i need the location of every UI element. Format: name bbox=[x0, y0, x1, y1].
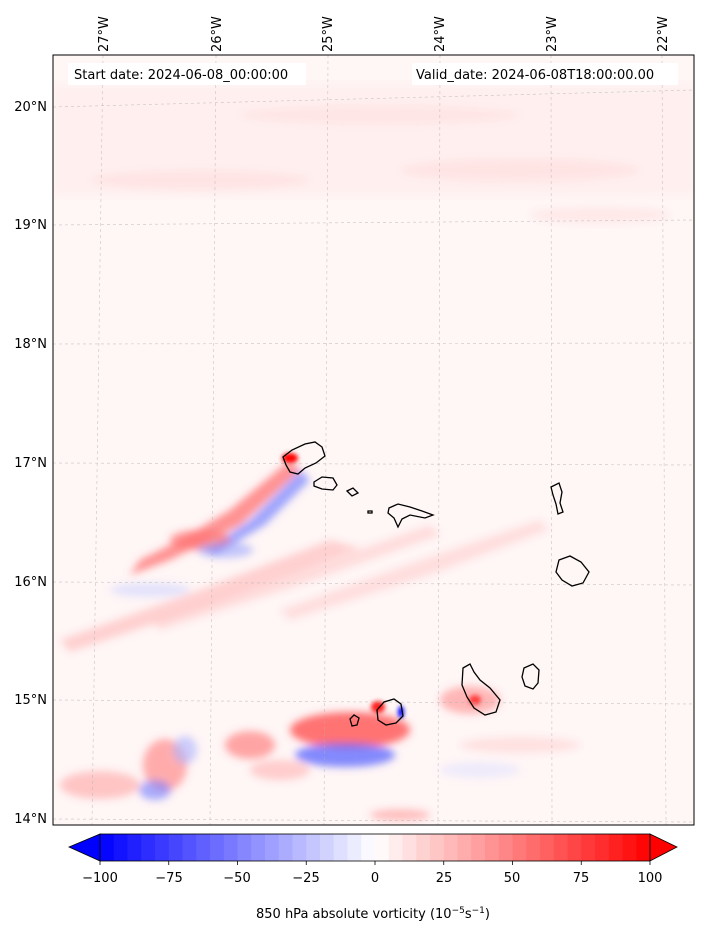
colorbar-cell bbox=[443, 834, 458, 861]
colorbar-cell bbox=[595, 834, 610, 861]
map-frame bbox=[52, 54, 695, 826]
cbar-tick-label: 100 bbox=[638, 871, 663, 886]
colorbar-cell bbox=[306, 834, 321, 861]
latitude-labels: 20°N 19°N 18°N 17°N 16°N 15°N 14°N bbox=[14, 100, 47, 827]
colorbar-cell bbox=[512, 834, 527, 861]
colorbar-cells bbox=[100, 834, 651, 861]
colorbar-cell bbox=[223, 834, 238, 861]
colorbar-cell bbox=[402, 834, 417, 861]
map-panel bbox=[53, 55, 694, 825]
lon-label-25w: 25°W bbox=[321, 16, 336, 52]
lon-label-27w: 27°W bbox=[97, 16, 112, 52]
island-boa-vista bbox=[555, 555, 590, 587]
colorbar-min-extend bbox=[67, 833, 101, 862]
colorbar-cell bbox=[196, 834, 211, 861]
lon-label-22w: 22°W bbox=[656, 16, 671, 52]
lat-label-17n: 17°N bbox=[14, 456, 47, 471]
colorbar-cell bbox=[457, 834, 472, 861]
cbar-tick-label: 75 bbox=[573, 871, 590, 886]
cbar-tick-label: −50 bbox=[223, 871, 250, 886]
colorbar-cell bbox=[210, 834, 225, 861]
colorbar-cell bbox=[182, 834, 197, 861]
colorbar-cell bbox=[251, 834, 266, 861]
lat-label-15n: 15°N bbox=[14, 693, 47, 708]
island-santo-antao bbox=[282, 441, 326, 475]
colorbar-cell bbox=[347, 834, 362, 861]
lon-label-26w: 26°W bbox=[210, 16, 225, 52]
cbar-tick-label: −100 bbox=[82, 871, 118, 886]
colorbar-cell bbox=[608, 834, 623, 861]
colorbar-cell bbox=[526, 834, 541, 861]
colorbar-cell bbox=[127, 834, 142, 861]
cbar-tick-label: −75 bbox=[155, 871, 182, 886]
colorbar-cell bbox=[540, 834, 555, 861]
cbar-tick-label: 25 bbox=[436, 871, 453, 886]
colorbar-cell bbox=[416, 834, 431, 861]
colorbar-cell bbox=[567, 834, 582, 861]
colorbar-cell bbox=[333, 834, 348, 861]
colorbar-max-extend bbox=[649, 833, 678, 862]
colorbar-cell bbox=[100, 834, 115, 861]
colorbar-cell bbox=[113, 834, 128, 861]
gridlines bbox=[53, 55, 694, 825]
header-bar: Start date: 2024-06-08_00:00:00 Valid_da… bbox=[68, 63, 678, 85]
colorbar-cell bbox=[581, 834, 596, 861]
colorbar-cell bbox=[498, 834, 513, 861]
longitude-labels: 27°W 26°W 25°W 24°W 23°W 22°W bbox=[97, 16, 671, 52]
colorbar-cell bbox=[237, 834, 252, 861]
lat-label-19n: 19°N bbox=[14, 218, 47, 233]
island-sao-vicente bbox=[313, 476, 338, 491]
colorbar-cell bbox=[388, 834, 403, 861]
lat-label-14n: 14°N bbox=[14, 812, 47, 827]
colorbar-cell bbox=[265, 834, 280, 861]
lon-label-23w: 23°W bbox=[545, 16, 560, 52]
cbar-tick-label: 0 bbox=[371, 871, 379, 886]
colorbar-cell bbox=[361, 834, 376, 861]
island-sal bbox=[550, 482, 564, 515]
island-fogo bbox=[376, 698, 404, 726]
colorbar-cell bbox=[553, 834, 568, 861]
colorbar-cell bbox=[320, 834, 335, 861]
colorbar-cell bbox=[375, 834, 390, 861]
colorbar-ticks bbox=[99, 861, 651, 865]
island-raso bbox=[367, 510, 373, 514]
colorbar-tick-labels: −100 −75 −50 −25 0 25 50 75 100 bbox=[82, 871, 662, 886]
colorbar: −100 −75 −50 −25 0 25 50 75 100 850 hPa … bbox=[67, 833, 678, 922]
lat-label-20n: 20°N bbox=[14, 100, 47, 115]
lat-label-16n: 16°N bbox=[14, 575, 47, 590]
colorbar-cell bbox=[168, 834, 183, 861]
lon-label-24w: 24°W bbox=[433, 16, 448, 52]
colorbar-cell bbox=[292, 834, 307, 861]
start-date-label: Start date: 2024-06-08_00:00:00 bbox=[74, 68, 288, 83]
cbar-tick-label: −25 bbox=[292, 871, 319, 886]
colorbar-label: 850 hPa absolute vorticity (10−5s−1) bbox=[256, 906, 490, 922]
island-santiago bbox=[461, 663, 501, 716]
cbar-tick-label: 50 bbox=[504, 871, 521, 886]
colorbar-cell bbox=[485, 834, 500, 861]
valid-date-label: Valid_date: 2024-06-08T18:00:00.00 bbox=[416, 68, 654, 83]
colorbar-cell bbox=[471, 834, 486, 861]
colorbar-cell bbox=[622, 834, 637, 861]
colorbar-cell bbox=[155, 834, 170, 861]
island-maio bbox=[521, 663, 540, 690]
vorticity-field bbox=[53, 85, 694, 821]
coastlines bbox=[282, 441, 590, 727]
lat-label-18n: 18°N bbox=[14, 337, 47, 352]
colorbar-cell bbox=[636, 834, 651, 861]
colorbar-cell bbox=[278, 834, 293, 861]
colorbar-cell bbox=[430, 834, 445, 861]
island-santa-luzia bbox=[345, 487, 360, 497]
colorbar-cell bbox=[141, 834, 156, 861]
island-sao-nicolau bbox=[387, 503, 435, 529]
island-brava bbox=[349, 714, 360, 727]
